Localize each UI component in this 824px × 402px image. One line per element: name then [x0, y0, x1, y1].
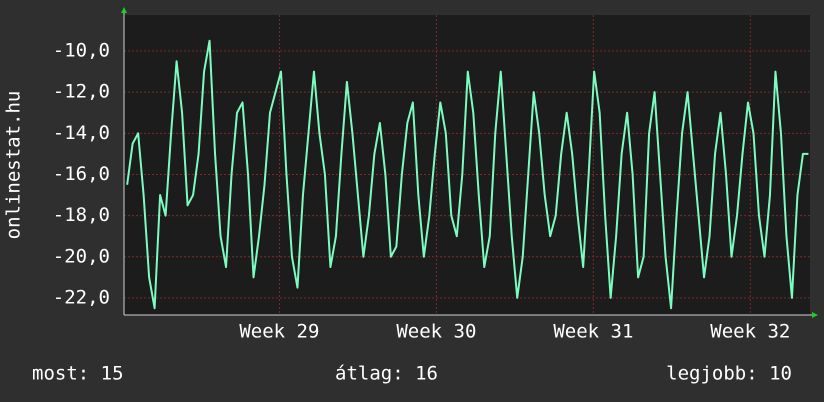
stat-current: most: 15: [32, 363, 124, 385]
y-tick-label: -16,0: [53, 163, 110, 185]
y-axis-label: onlinestat.hu: [3, 91, 25, 240]
x-tick-label: Week 31: [553, 321, 633, 343]
x-tick-label: Week 29: [239, 321, 319, 343]
plot-area: [124, 15, 810, 315]
stat-average: átlag: 16: [335, 363, 438, 385]
x-tick-label: Week 30: [396, 321, 476, 343]
y-tick-label: -10,0: [53, 40, 110, 62]
y-tick-label: -22,0: [53, 286, 110, 308]
stat-best: legjobb: 10: [666, 363, 792, 385]
y-tick-label: -18,0: [53, 204, 110, 226]
x-tick-label: Week 32: [710, 321, 790, 343]
axis-arrow: [812, 312, 818, 318]
axis-arrow: [121, 7, 127, 13]
y-tick-label: -14,0: [53, 122, 110, 144]
data-line: [126, 39, 809, 310]
y-tick-label: -12,0: [53, 81, 110, 103]
y-tick-label: -20,0: [53, 245, 110, 267]
